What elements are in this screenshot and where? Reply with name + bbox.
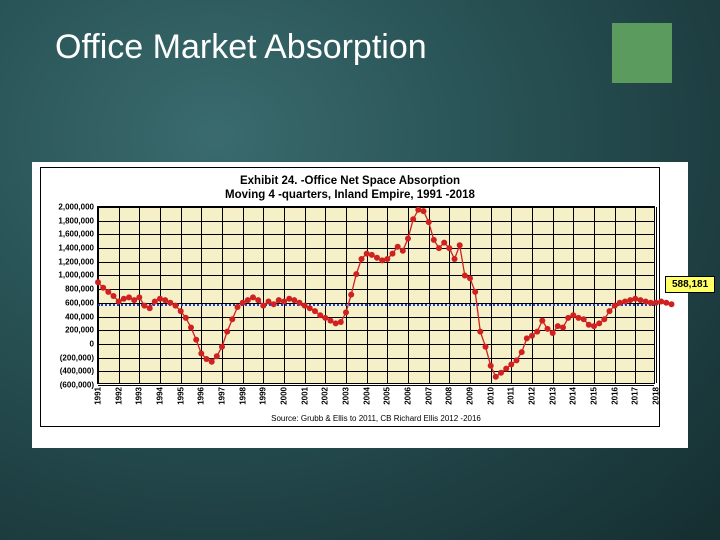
x-tick-label: 2002 <box>321 387 330 405</box>
y-tick-label: (600,000) <box>60 381 94 390</box>
x-tick-label: 2018 <box>652 387 661 405</box>
chart-title-line2: Moving 4 -quarters, Inland Empire, 1991 … <box>41 189 659 201</box>
y-tick-label: (400,000) <box>60 367 94 376</box>
x-tick-label: 2010 <box>486 387 495 405</box>
y-tick-label: 600,000 <box>65 298 94 307</box>
x-tick-label: 2017 <box>631 387 640 405</box>
data-series <box>98 207 656 385</box>
chart-source: Source: Grubb & Ellis to 2011, CB Richar… <box>97 414 655 423</box>
x-tick-label: 2000 <box>280 387 289 405</box>
x-tick-label: 1995 <box>176 387 185 405</box>
y-tick-label: 2,000,000 <box>58 203 94 212</box>
x-tick-label: 2009 <box>466 387 475 405</box>
y-tick-label: 1,800,000 <box>58 216 94 225</box>
reference-callout: 588,181 <box>665 276 715 293</box>
slide-title: Office Market Absorption <box>55 28 427 67</box>
chart-container: Exhibit 24. -Office Net Space Absorption… <box>32 162 688 448</box>
x-tick-label: 2014 <box>569 387 578 405</box>
x-tick-label: 2015 <box>590 387 599 405</box>
x-tick-label: 2011 <box>507 387 516 404</box>
x-tick-label: 2008 <box>445 387 454 405</box>
y-tick-label: 1,000,000 <box>58 271 94 280</box>
x-tick-label: 1993 <box>135 387 144 405</box>
y-tick-label: 400,000 <box>65 312 94 321</box>
x-tick-label: 2016 <box>610 387 619 405</box>
x-tick-label: 1997 <box>218 387 227 405</box>
y-tick-label: 800,000 <box>65 285 94 294</box>
x-tick-label: 2007 <box>424 387 433 405</box>
x-tick-label: 2006 <box>404 387 413 405</box>
x-tick-label: 1994 <box>156 387 165 405</box>
y-tick-label: 1,600,000 <box>58 230 94 239</box>
x-tick-label: 2012 <box>528 387 537 405</box>
y-tick-label: 1,400,000 <box>58 244 94 253</box>
x-tick-label: 2003 <box>342 387 351 405</box>
y-tick-label: 200,000 <box>65 326 94 335</box>
y-tick-label: 1,200,000 <box>58 257 94 266</box>
x-tick-label: 1996 <box>197 387 206 405</box>
y-tick-label: 0 <box>90 339 94 348</box>
gridline-v <box>656 207 657 383</box>
chart-title-line1: Exhibit 24. -Office Net Space Absorption <box>41 175 659 187</box>
x-tick-label: 2004 <box>362 387 371 405</box>
y-tick-label: (200,000) <box>60 353 94 362</box>
accent-block <box>612 23 672 83</box>
x-tick-label: 1991 <box>94 387 103 405</box>
x-tick-label: 2005 <box>383 387 392 405</box>
chart-frame: Exhibit 24. -Office Net Space Absorption… <box>40 167 660 427</box>
x-tick-label: 1998 <box>238 387 247 405</box>
x-tick-label: 2013 <box>548 387 557 405</box>
x-tick-label: 1999 <box>259 387 268 405</box>
x-tick-label: 2001 <box>300 387 309 405</box>
plot-area: 2,000,0001,800,0001,600,0001,400,0001,20… <box>97 206 655 384</box>
x-tick-label: 1992 <box>114 387 123 405</box>
